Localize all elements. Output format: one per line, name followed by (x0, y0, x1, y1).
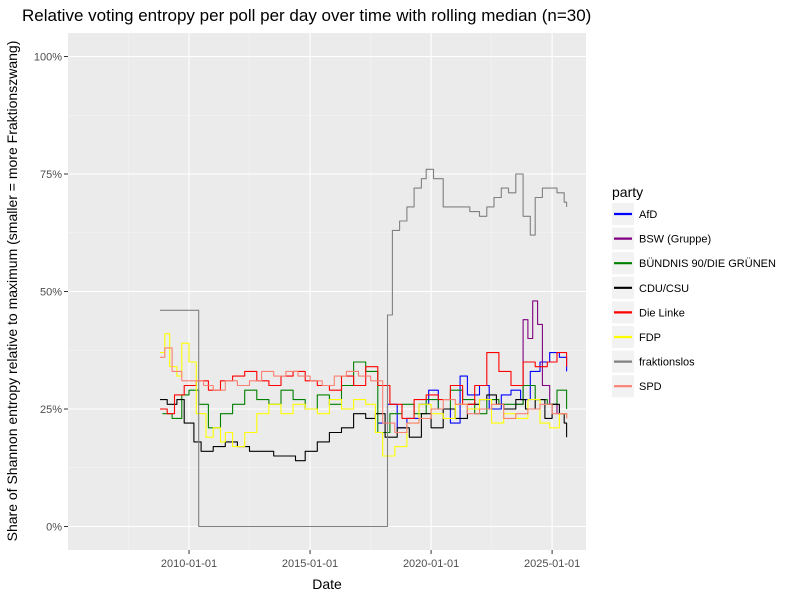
x-axis-ticks: 2010-01-01 2015-01-01 2020-01-01 2025-01-01 (161, 550, 580, 570)
y-axis-ticks: 0% 25% 50% 75% 100% (34, 52, 68, 534)
x-axis-title: Date (312, 576, 342, 592)
x-tick-label: 2010-01-01 (161, 558, 217, 570)
legend-items: AfD BSW (Gruppe) BÜNDNIS 90/DIE GRÜNEN CDU/… (612, 203, 776, 398)
legend-label-fdp: FDP (639, 332, 661, 344)
legend-label-b-ndnis-90-die-gr-nen: BÜNDNIS 90/DIE GRÜNEN (639, 258, 776, 270)
x-tick-label: 2015-01-01 (282, 558, 338, 570)
series-line-fdp (160, 333, 568, 457)
series-line-bsw-gruppe (515, 300, 568, 419)
legend-title: party (612, 184, 643, 200)
y-tick-label: 75% (40, 169, 62, 181)
x-tick-label: 2025-01-01 (524, 558, 580, 570)
series-line-spd (160, 347, 568, 434)
legend-label-die-linke: Die Linke (639, 307, 685, 319)
series-lines (160, 168, 568, 528)
series-line-b-ndnis-90-die-gr-nen (162, 361, 568, 434)
y-axis-title: Share of Shannon entropy relative to max… (4, 41, 20, 542)
series-line-die-linke (160, 352, 568, 419)
y-tick-label: 50% (40, 287, 62, 299)
legend-label-bsw-gruppe: BSW (Gruppe) (639, 234, 711, 246)
series-line-cdu-csu (160, 394, 568, 462)
chart-title: Relative voting entropy per poll per day… (22, 6, 591, 25)
y-tick-label: 100% (34, 52, 62, 64)
x-tick-label: 2020-01-01 (403, 558, 459, 570)
y-tick-label: 25% (40, 404, 62, 416)
legend-label-afd: AfD (639, 209, 657, 221)
legend-label-fraktionslos: fraktionslos (639, 357, 695, 369)
legend-label-spd: SPD (639, 381, 662, 393)
series-line-fraktionslos (160, 168, 568, 528)
y-tick-label: 0% (46, 522, 62, 534)
legend-label-cdu-csu: CDU/CSU (639, 283, 689, 295)
legend: party AfD BSW (Gruppe) BÜNDNIS 90/DIE GRÜN… (612, 184, 776, 398)
